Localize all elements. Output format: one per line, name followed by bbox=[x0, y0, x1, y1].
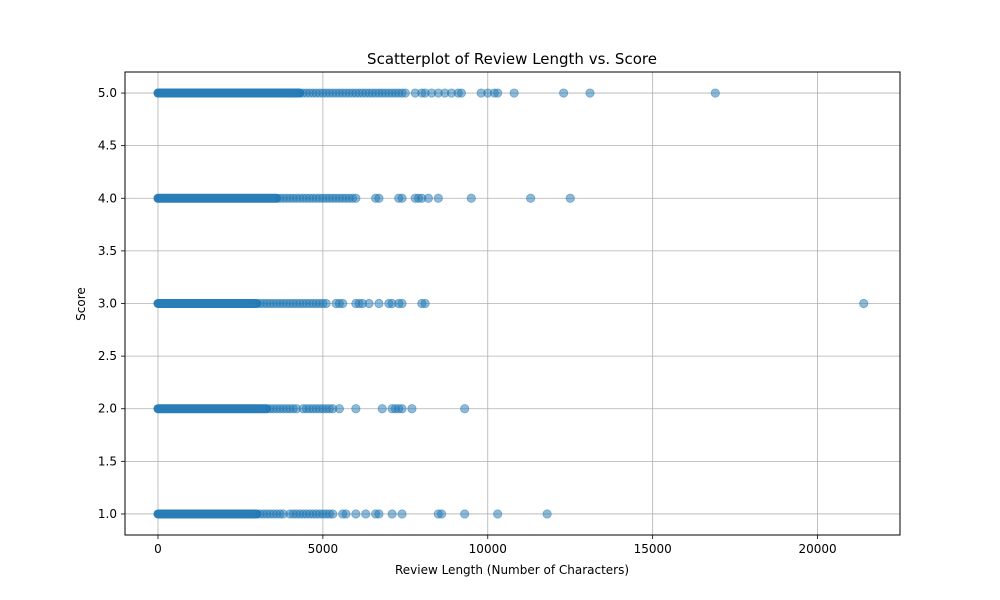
data-point bbox=[436, 509, 447, 519]
y-tick-label: 2.0 bbox=[98, 402, 117, 416]
data-point bbox=[351, 404, 361, 414]
data-point bbox=[559, 88, 569, 98]
data-point bbox=[407, 404, 417, 414]
y-tick-label: 3.0 bbox=[98, 297, 117, 311]
dense-point-cluster bbox=[153, 88, 305, 98]
data-point bbox=[397, 404, 407, 414]
y-axis-label: Score bbox=[74, 287, 88, 321]
data-point bbox=[377, 404, 387, 414]
data-point bbox=[364, 298, 374, 309]
y-tick-label: 1.0 bbox=[98, 507, 117, 521]
data-point bbox=[334, 404, 344, 414]
data-point bbox=[565, 193, 575, 203]
data-point bbox=[338, 298, 348, 309]
y-tick-label: 2.5 bbox=[98, 349, 117, 363]
data-point bbox=[456, 88, 466, 98]
data-point bbox=[509, 88, 519, 98]
data-point bbox=[585, 88, 595, 98]
data-point bbox=[493, 509, 503, 519]
data-point bbox=[351, 193, 361, 203]
data-point bbox=[526, 193, 536, 203]
x-tick-label: 20000 bbox=[798, 542, 836, 556]
data-point bbox=[710, 88, 720, 98]
data-points bbox=[153, 88, 869, 519]
x-tick-label: 15000 bbox=[634, 542, 672, 556]
data-point bbox=[374, 298, 384, 309]
data-point bbox=[423, 193, 434, 203]
dense-point-cluster bbox=[153, 193, 282, 203]
chart-title: Scatterplot of Review Length vs. Score bbox=[367, 50, 657, 68]
data-point bbox=[542, 509, 552, 519]
data-point bbox=[351, 509, 361, 519]
data-point bbox=[397, 193, 407, 203]
data-point bbox=[400, 88, 410, 98]
y-tick-label: 4.0 bbox=[98, 191, 117, 205]
y-tick-label: 4.5 bbox=[98, 139, 117, 153]
data-point bbox=[433, 193, 443, 203]
data-point bbox=[361, 509, 371, 519]
data-point bbox=[397, 298, 407, 309]
data-point bbox=[321, 298, 331, 309]
dense-point-cluster bbox=[153, 299, 262, 308]
x-axis-label: Review Length (Number of Characters) bbox=[395, 563, 629, 577]
data-point bbox=[460, 404, 470, 414]
y-tick-label: 3.5 bbox=[98, 244, 117, 258]
x-tick-label: 0 bbox=[154, 542, 162, 556]
x-tick-label: 5000 bbox=[308, 542, 339, 556]
dense-point-cluster bbox=[153, 404, 272, 414]
y-tick-label: 5.0 bbox=[98, 86, 117, 100]
data-point bbox=[460, 509, 470, 519]
data-point bbox=[374, 193, 384, 203]
dense-point-cluster bbox=[153, 509, 262, 519]
data-point bbox=[859, 298, 869, 309]
data-point bbox=[466, 193, 476, 203]
y-tick-label: 1.5 bbox=[98, 454, 117, 468]
data-point bbox=[328, 509, 338, 519]
axis-ticks: 0 5000 10000 15000 20000 1.0 1.5 2.0 2.5 3.0 3.5 4.… bbox=[98, 86, 837, 556]
data-point bbox=[387, 509, 397, 519]
data-point bbox=[374, 509, 384, 519]
data-point bbox=[397, 509, 407, 519]
data-point bbox=[420, 298, 430, 309]
data-point bbox=[493, 88, 503, 98]
data-point bbox=[341, 509, 351, 519]
x-tick-label: 10000 bbox=[469, 542, 507, 556]
